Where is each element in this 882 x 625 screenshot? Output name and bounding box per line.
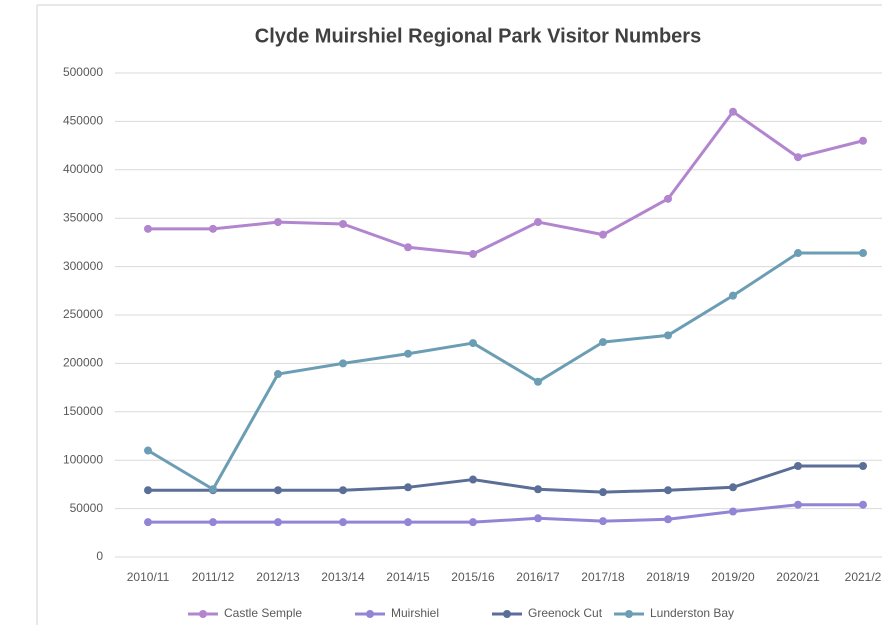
data-point: [274, 370, 282, 379]
data-point: [144, 486, 152, 495]
data-point: [729, 507, 737, 516]
data-point: [274, 518, 282, 527]
data-point: [209, 518, 217, 527]
y-tick-label: 150000: [63, 404, 103, 418]
y-tick-label: 250000: [63, 307, 103, 321]
x-tick-label: 2011/12: [192, 570, 235, 584]
data-point: [794, 249, 802, 258]
data-point: [729, 483, 737, 492]
series-line: [147, 251, 863, 491]
legend-label: Muirshiel: [391, 606, 439, 620]
series-line: [148, 464, 863, 494]
data-point: [339, 359, 347, 368]
data-point: [599, 338, 607, 347]
series-line: [148, 110, 864, 256]
data-point: [534, 485, 542, 494]
x-tick-label: 2010/11: [127, 570, 170, 584]
data-point: [599, 488, 607, 497]
data-point: [339, 518, 347, 527]
data-point: [664, 515, 672, 524]
y-tick-label: 400000: [63, 162, 103, 176]
y-tick-label: 100000: [63, 452, 103, 466]
x-tick-label: 2012/13: [256, 570, 300, 584]
data-point: [339, 486, 347, 495]
x-tick-label: 2020/21: [776, 570, 820, 584]
data-point: [729, 291, 737, 300]
y-tick-label: 300000: [63, 259, 103, 273]
legend-marker: [625, 610, 633, 618]
data-point: [469, 339, 477, 348]
data-point: [859, 500, 867, 509]
data-point: [664, 331, 672, 340]
x-tick-label: 2021/2: [845, 570, 882, 584]
data-point: [534, 377, 542, 386]
data-point: [209, 485, 217, 494]
data-point: [534, 218, 542, 227]
data-point: [469, 518, 477, 527]
legend-marker: [366, 610, 374, 618]
data-point: [859, 249, 867, 258]
data-point: [404, 518, 412, 527]
data-point: [534, 514, 542, 523]
x-tick-label: 2015/16: [451, 570, 495, 584]
data-point: [794, 500, 802, 509]
data-point: [859, 136, 867, 145]
legend-marker: [503, 610, 511, 618]
data-point: [274, 486, 282, 495]
data-point: [794, 462, 802, 471]
data-point: [859, 462, 867, 471]
y-tick-label: 0: [96, 549, 103, 563]
x-tick-label: 2017/18: [581, 570, 625, 584]
legend-label: Greenock Cut: [528, 606, 603, 620]
x-tick-label: 2018/19: [646, 570, 690, 584]
legend-label: Castle Semple: [224, 606, 302, 620]
data-point: [664, 194, 672, 203]
y-tick-label: 350000: [63, 210, 103, 224]
y-tick-label: 500000: [63, 65, 103, 79]
data-point: [599, 230, 607, 239]
data-point: [339, 220, 347, 229]
data-point: [404, 483, 412, 492]
legend-label: Lunderston Bay: [650, 606, 734, 620]
x-tick-label: 2013/14: [321, 570, 365, 584]
data-point: [144, 224, 152, 233]
y-tick-label: 450000: [63, 114, 103, 128]
data-point: [469, 475, 477, 484]
y-tick-label: 200000: [63, 356, 103, 370]
chart-title: Clyde Muirshiel Regional Park Visitor Nu…: [255, 25, 701, 47]
data-point: [209, 224, 217, 233]
series-line: [148, 503, 863, 524]
data-point: [664, 486, 672, 495]
x-tick-label: 2019/20: [711, 570, 755, 584]
legend-marker: [199, 610, 207, 618]
data-point: [794, 153, 802, 162]
data-point: [404, 349, 412, 358]
data-point: [599, 517, 607, 526]
data-point: [144, 518, 152, 527]
data-point: [144, 446, 152, 455]
data-point: [469, 250, 477, 259]
data-point: [404, 243, 412, 252]
data-point: [729, 107, 737, 116]
x-tick-label: 2014/15: [386, 570, 430, 584]
x-tick-label: 2016/17: [516, 570, 560, 584]
y-tick-label: 50000: [70, 501, 104, 515]
data-point: [274, 218, 282, 227]
